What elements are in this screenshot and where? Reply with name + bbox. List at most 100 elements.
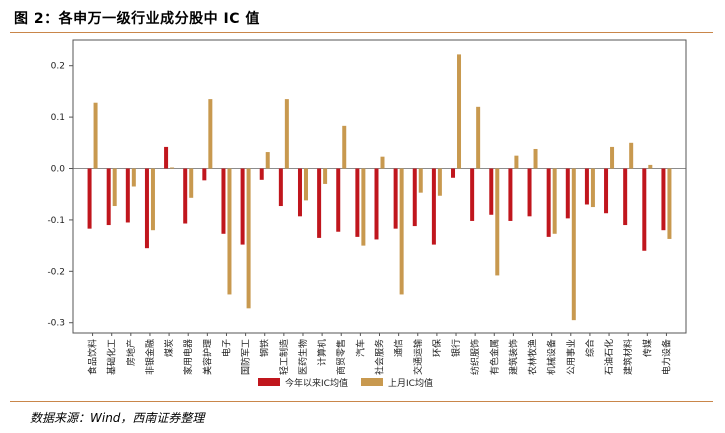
x-category-label: 家用电器 bbox=[182, 339, 194, 375]
bar-last-month bbox=[150, 168, 155, 231]
bar-ytd bbox=[297, 168, 302, 217]
bar-last-month bbox=[265, 152, 270, 169]
bar-ytd bbox=[565, 168, 570, 219]
bar-last-month bbox=[284, 99, 289, 169]
bar-last-month bbox=[590, 168, 595, 208]
x-category-label: 银行 bbox=[450, 339, 462, 357]
bar-chart: -0.3 -0.2 -0.1 0.0 0.1 0.2 食品饮料 基础化工 房地产 非银金融 煤炭 家用… bbox=[47, 39, 687, 389]
bar-ytd bbox=[584, 168, 589, 205]
legend-label: 今年以来IC均值 bbox=[285, 377, 348, 389]
bar-last-month bbox=[131, 168, 136, 187]
bar-last-month bbox=[303, 168, 308, 201]
bar-last-month bbox=[610, 146, 615, 169]
bar-last-month bbox=[93, 102, 98, 169]
x-category-label: 建筑材料 bbox=[622, 339, 634, 375]
x-category-label: 汽车 bbox=[354, 339, 366, 357]
bar-last-month bbox=[380, 156, 385, 169]
title-divider bbox=[10, 32, 713, 33]
x-category-label: 食品饮料 bbox=[87, 339, 99, 375]
x-category-label: 综合 bbox=[584, 339, 596, 357]
x-category-label: 商贸零售 bbox=[335, 339, 347, 375]
x-category-label: 交通运输 bbox=[412, 339, 424, 375]
x-category-label: 轻工制造 bbox=[278, 339, 290, 375]
bar-last-month bbox=[399, 168, 404, 295]
source-divider bbox=[10, 401, 713, 402]
bar-ytd bbox=[164, 146, 169, 169]
bar-ytd bbox=[431, 168, 436, 245]
x-category-label: 农林牧渔 bbox=[527, 339, 539, 375]
bar-ytd bbox=[259, 168, 264, 180]
bar-last-month bbox=[227, 168, 232, 295]
bar-last-month bbox=[189, 168, 194, 198]
bar-ytd bbox=[661, 168, 666, 231]
bar-last-month bbox=[361, 168, 366, 246]
bar-last-month bbox=[170, 167, 175, 169]
bar-ytd bbox=[336, 168, 341, 232]
bar-last-month bbox=[514, 155, 519, 169]
y-tick-label: 0.2 bbox=[51, 62, 65, 72]
bar-ytd bbox=[489, 168, 494, 215]
bar-ytd bbox=[125, 168, 130, 223]
x-category-label: 有色金属 bbox=[488, 339, 500, 375]
bar-last-month bbox=[571, 168, 576, 321]
bar-last-month bbox=[342, 125, 347, 169]
bar-last-month bbox=[418, 168, 423, 193]
bar-ytd bbox=[221, 168, 226, 234]
x-category-label: 机械设备 bbox=[546, 339, 558, 375]
bar-last-month bbox=[495, 168, 500, 276]
x-category-label: 煤炭 bbox=[163, 339, 175, 357]
x-category-label: 钢铁 bbox=[259, 339, 271, 357]
legend-label: 上月IC均值 bbox=[388, 377, 433, 389]
bar-ytd bbox=[412, 168, 417, 227]
x-category-label: 石油石化 bbox=[603, 339, 615, 375]
bar-last-month bbox=[552, 168, 557, 234]
y-tick-label: -0.3 bbox=[47, 319, 65, 329]
x-category-label: 国防军工 bbox=[240, 339, 252, 375]
x-category-label: 美容护理 bbox=[201, 339, 213, 375]
bar-ytd bbox=[527, 168, 532, 217]
bar-ytd bbox=[183, 168, 188, 224]
bar-last-month bbox=[246, 168, 251, 309]
bar-ytd bbox=[374, 168, 379, 240]
x-category-label: 房地产 bbox=[125, 339, 137, 366]
figure-title: 图 2：各申万一级行业成分股中 IC 值 bbox=[14, 11, 260, 27]
x-category-label: 非银金融 bbox=[144, 339, 156, 375]
legend-swatch bbox=[361, 378, 383, 386]
bar-ytd bbox=[355, 168, 360, 237]
bar-last-month bbox=[437, 168, 442, 196]
bar-ytd bbox=[317, 168, 322, 238]
x-category-label: 环保 bbox=[431, 339, 443, 357]
bar-ytd bbox=[508, 168, 513, 221]
bar-ytd bbox=[278, 168, 283, 207]
x-category-label: 传媒 bbox=[641, 339, 653, 357]
source-note: 数据来源：Wind，西南证券整理 bbox=[30, 411, 205, 425]
y-tick-label: 0.0 bbox=[51, 165, 66, 175]
bar-last-month bbox=[629, 142, 634, 169]
bar-ytd bbox=[144, 168, 149, 249]
bar-last-month bbox=[457, 54, 462, 169]
x-category-label: 建筑装饰 bbox=[507, 339, 519, 375]
bar-ytd bbox=[470, 168, 475, 221]
bar-last-month bbox=[533, 148, 538, 169]
bar-last-month bbox=[323, 168, 328, 184]
x-category-label: 社会服务 bbox=[374, 339, 386, 375]
y-tick-label: -0.1 bbox=[47, 216, 65, 226]
bar-ytd bbox=[202, 168, 207, 181]
x-category-label: 计算机 bbox=[316, 339, 328, 366]
bar-ytd bbox=[393, 168, 398, 229]
bar-ytd bbox=[240, 168, 245, 245]
bar-last-month bbox=[112, 168, 117, 207]
x-category-label: 电力设备 bbox=[660, 339, 672, 375]
x-category-label: 电子 bbox=[220, 339, 232, 357]
bar-ytd bbox=[451, 168, 456, 178]
bar-ytd bbox=[106, 168, 111, 226]
bar-ytd bbox=[87, 168, 92, 229]
bar-last-month bbox=[667, 168, 672, 239]
y-tick-label: 0.1 bbox=[51, 113, 65, 123]
bar-ytd bbox=[623, 168, 628, 226]
y-tick-label: -0.2 bbox=[47, 267, 65, 277]
x-category-label: 通信 bbox=[393, 339, 405, 357]
bar-last-month bbox=[208, 99, 213, 169]
bar-ytd bbox=[604, 168, 609, 214]
x-category-label: 公用事业 bbox=[565, 339, 577, 375]
